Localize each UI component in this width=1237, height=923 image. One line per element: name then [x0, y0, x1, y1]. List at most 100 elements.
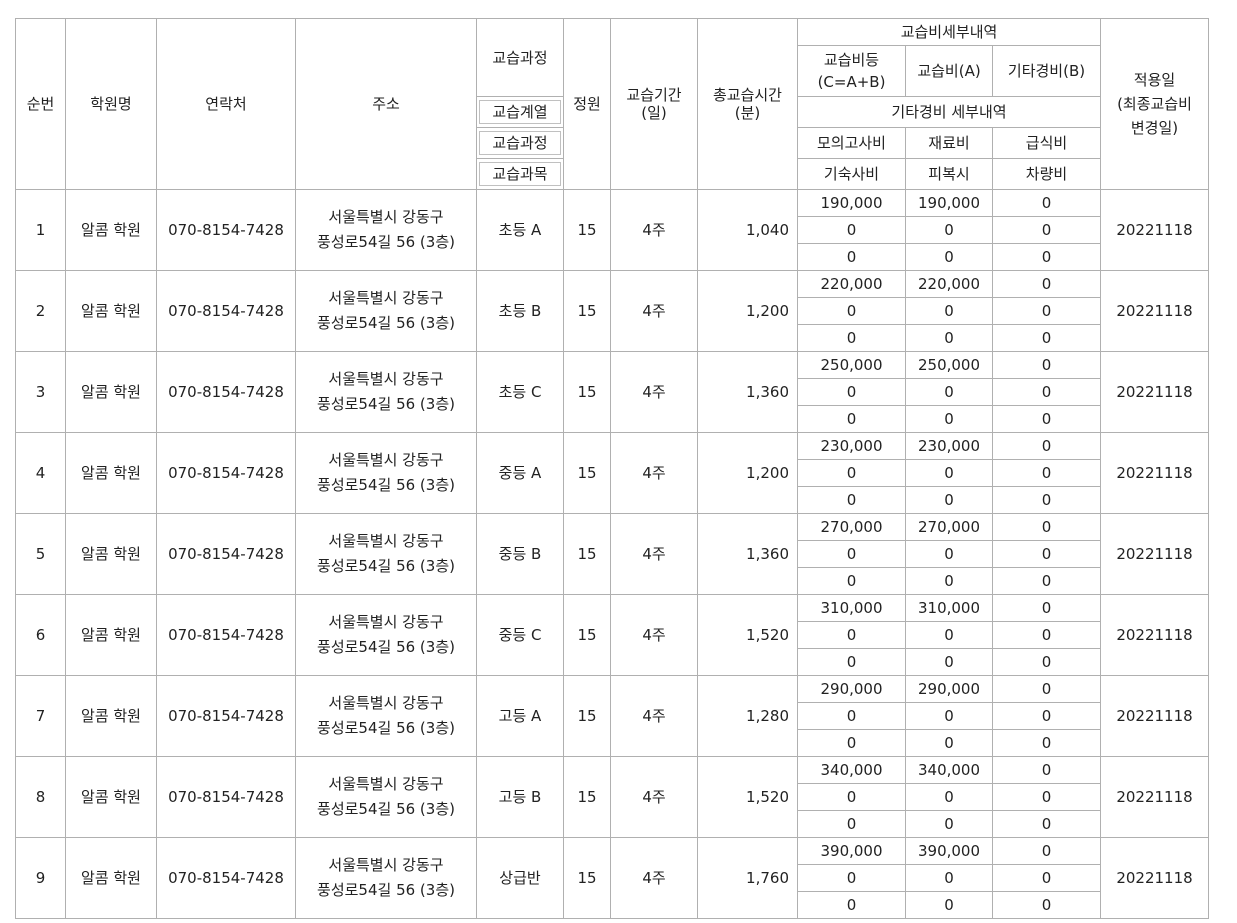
- row-fee-col-1: 0: [797, 540, 906, 568]
- row-fee-col-2: 310,000: [905, 594, 993, 622]
- row-period: 4주: [610, 270, 698, 352]
- row-fee-col-3: 0: [992, 621, 1101, 649]
- row-no: 2: [15, 270, 66, 352]
- header-course-process: 교습과정: [476, 127, 564, 159]
- row-contact: 070-8154-7428: [156, 513, 296, 595]
- row-fee-col-2: 270,000: [905, 513, 993, 541]
- row-fee-col-2: 220,000: [905, 270, 993, 298]
- row-address: 서울특별시 강동구 풍성로54길 56 (3층): [295, 351, 477, 433]
- row-capacity: 15: [563, 513, 611, 595]
- row-fee-col-2: 0: [905, 297, 993, 325]
- row-fee-col-2: 0: [905, 810, 993, 838]
- table-row: 6 알콤 학원 070-8154-7428 서울특별시 강동구 풍성로54길 56 (3…: [15, 594, 1209, 676]
- row-period: 4주: [610, 513, 698, 595]
- table-row: 3 알콤 학원 070-8154-7428 서울특별시 강동구 풍성로54길 56 (3…: [15, 351, 1209, 433]
- row-academy: 알콤 학원: [65, 837, 157, 919]
- row-fee-col-1: 310,000: [797, 594, 906, 622]
- row-fee-col-1: 0: [797, 243, 906, 271]
- row-academy: 알콤 학원: [65, 756, 157, 838]
- header-apply-date: 적용일 (최종교습비 변경일): [1100, 18, 1209, 190]
- row-total-time: 1,520: [697, 756, 798, 838]
- row-fee-col-1: 0: [797, 324, 906, 352]
- table-row: 8 알콤 학원 070-8154-7428 서울특별시 강동구 풍성로54길 56 (3…: [15, 756, 1209, 838]
- row-address: 서울특별시 강동구 풍성로54길 56 (3층): [295, 432, 477, 514]
- row-period: 4주: [610, 675, 698, 757]
- row-fee-col-1: 0: [797, 216, 906, 244]
- row-academy: 알콤 학원: [65, 675, 157, 757]
- row-apply-date: 20221118: [1100, 189, 1209, 271]
- row-capacity: 15: [563, 351, 611, 433]
- row-fee-col-2: 0: [905, 540, 993, 568]
- row-contact: 070-8154-7428: [156, 594, 296, 676]
- row-address: 서울특별시 강동구 풍성로54길 56 (3층): [295, 756, 477, 838]
- row-address: 서울특별시 강동구 풍성로54길 56 (3층): [295, 513, 477, 595]
- row-no: 8: [15, 756, 66, 838]
- row-fee-col-1: 0: [797, 567, 906, 595]
- row-capacity: 15: [563, 837, 611, 919]
- academy-fee-table: 순번 학원명 연락처 주소 교습과정 정원 교습기간 (일) 총교습시간 (분) 교…: [15, 18, 1209, 919]
- row-contact: 070-8154-7428: [156, 189, 296, 271]
- row-fee-col-1: 0: [797, 702, 906, 730]
- row-fee-col-3: 0: [992, 486, 1101, 514]
- row-no: 9: [15, 837, 66, 919]
- row-fee-col-2: 390,000: [905, 837, 993, 865]
- row-no: 5: [15, 513, 66, 595]
- row-address: 서울특별시 강동구 풍성로54길 56 (3층): [295, 270, 477, 352]
- header-row: 순번 학원명 연락처 주소 교습과정 정원 교습기간 (일) 총교습시간 (분) 교…: [15, 18, 1209, 190]
- row-fee-col-3: 0: [992, 189, 1101, 217]
- header-capacity: 정원: [563, 18, 611, 190]
- row-total-time: 1,520: [697, 594, 798, 676]
- table-row: 9 알콤 학원 070-8154-7428 서울특별시 강동구 풍성로54길 56 (3…: [15, 837, 1209, 919]
- row-course: 초등 A: [476, 189, 564, 271]
- row-fee-col-3: 0: [992, 270, 1101, 298]
- row-fee-col-3: 0: [992, 783, 1101, 811]
- row-fee-col-3: 0: [992, 297, 1101, 325]
- row-fee-col-2: 0: [905, 702, 993, 730]
- row-period: 4주: [610, 837, 698, 919]
- header-other-detail: 기타경비 세부내역: [797, 96, 1101, 128]
- row-fee-col-3: 0: [992, 243, 1101, 271]
- row-fee-col-2: 0: [905, 648, 993, 676]
- header-address: 주소: [295, 18, 477, 190]
- row-course: 중등 C: [476, 594, 564, 676]
- row-fee-col-1: 0: [797, 297, 906, 325]
- row-fee-col-2: 0: [905, 324, 993, 352]
- row-apply-date: 20221118: [1100, 675, 1209, 757]
- row-fee-col-2: 0: [905, 378, 993, 406]
- header-course-series: 교습계열: [476, 96, 564, 128]
- row-fee-col-1: 230,000: [797, 432, 906, 460]
- row-fee-col-3: 0: [992, 864, 1101, 892]
- row-fee-col-2: 340,000: [905, 756, 993, 784]
- row-fee-col-1: 340,000: [797, 756, 906, 784]
- row-academy: 알콤 학원: [65, 513, 157, 595]
- row-course: 고등 A: [476, 675, 564, 757]
- row-fee-col-1: 290,000: [797, 675, 906, 703]
- row-period: 4주: [610, 351, 698, 433]
- row-fee-col-2: 0: [905, 729, 993, 757]
- row-course: 초등 C: [476, 351, 564, 433]
- row-fee-col-2: 0: [905, 891, 993, 919]
- table-row: 2 알콤 학원 070-8154-7428 서울특별시 강동구 풍성로54길 56 (3…: [15, 270, 1209, 352]
- row-fee-col-3: 0: [992, 837, 1101, 865]
- row-course: 초등 B: [476, 270, 564, 352]
- row-fee-col-3: 0: [992, 324, 1101, 352]
- row-fee-col-3: 0: [992, 594, 1101, 622]
- row-fee-col-1: 0: [797, 729, 906, 757]
- row-total-time: 1,040: [697, 189, 798, 271]
- row-contact: 070-8154-7428: [156, 756, 296, 838]
- row-apply-date: 20221118: [1100, 837, 1209, 919]
- row-no: 6: [15, 594, 66, 676]
- row-fee-col-3: 0: [992, 675, 1101, 703]
- row-fee-col-3: 0: [992, 891, 1101, 919]
- row-fee-col-3: 0: [992, 216, 1101, 244]
- row-contact: 070-8154-7428: [156, 432, 296, 514]
- header-dorm: 기숙사비: [797, 158, 906, 190]
- row-academy: 알콤 학원: [65, 351, 157, 433]
- header-no: 순번: [15, 18, 66, 190]
- row-fee-col-3: 0: [992, 405, 1101, 433]
- row-total-time: 1,280: [697, 675, 798, 757]
